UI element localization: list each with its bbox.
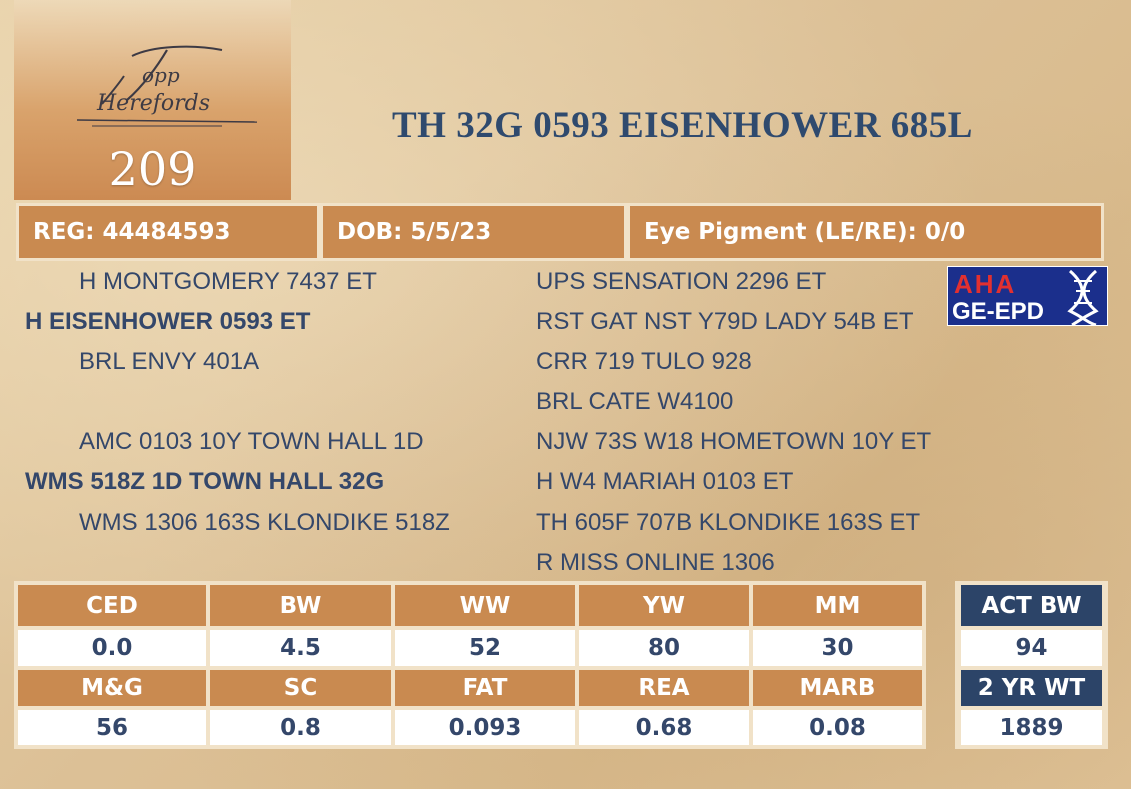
epd-value-fat: 0.093: [395, 710, 575, 745]
epd-header-mg: M&G: [18, 670, 206, 706]
topp-herefords-logo: opp Herefords: [76, 45, 258, 127]
dam-sire: AMC 0103 10Y TOWN HALL 1D: [79, 428, 424, 455]
epd-header-mm: MM: [753, 585, 922, 626]
act-bw-label: ACT BW: [961, 585, 1102, 626]
sire-sire: H MONTGOMERY 7437 ET: [79, 268, 377, 295]
two-yr-wt-value: 1889: [961, 710, 1102, 745]
epd-header-rea: REA: [579, 670, 749, 706]
pedigree-ancestor: BRL CATE W4100: [536, 388, 734, 415]
animal-name: TH 32G 0593 EISENHOWER 685L: [392, 105, 973, 146]
two-yr-wt-label: 2 YR WT: [961, 670, 1102, 706]
epd-header-marb: MARB: [753, 670, 922, 706]
pedigree-ancestor: UPS SENSATION 2296 ET: [536, 268, 827, 295]
sire: H EISENHOWER 0593 ET: [25, 308, 311, 335]
epd-header-ced: CED: [18, 585, 206, 626]
dam-dam: WMS 1306 163S KLONDIKE 518Z: [79, 509, 450, 536]
aha-ge-epd-graphic: AHA GE-EPD: [948, 267, 1107, 327]
pedigree-ancestor: RST GAT NST Y79D LADY 54B ET: [536, 308, 914, 335]
dam: WMS 518Z 1D TOWN HALL 32G: [25, 468, 385, 495]
svg-text:GE-EPD: GE-EPD: [952, 298, 1044, 325]
pedigree-ancestor: H W4 MARIAH 0103 ET: [536, 468, 794, 495]
eye-pigment: Eye Pigment (LE/RE): 0/0: [627, 203, 1104, 261]
sire-dam: BRL ENVY 401A: [79, 348, 260, 375]
epd-header-yw: YW: [579, 585, 749, 626]
svg-text:Herefords: Herefords: [96, 91, 210, 116]
lot-number: 209: [108, 142, 197, 196]
epd-value-sc: 0.8: [210, 710, 391, 745]
logo-block: opp Herefords 209: [14, 0, 291, 200]
epd-value-mm: 30: [753, 630, 922, 666]
registration-number: REG: 44484593: [16, 203, 320, 261]
aha-ge-epd-logo: AHA GE-EPD: [947, 266, 1108, 327]
epd-header-sc: SC: [210, 670, 391, 706]
pedigree-ancestor: NJW 73S W18 HOMETOWN 10Y ET: [536, 428, 932, 455]
epd-value-ced: 0.0: [18, 630, 206, 666]
epd-value-bw: 4.5: [210, 630, 391, 666]
pedigree-ancestor: TH 605F 707B KLONDIKE 163S ET: [536, 509, 921, 536]
pedigree-ancestor: CRR 719 TULO 928: [536, 348, 752, 375]
act-bw-value: 94: [961, 630, 1102, 666]
epd-header-ww: WW: [395, 585, 575, 626]
epd-value-mg: 56: [18, 710, 206, 745]
svg-text:opp: opp: [142, 63, 180, 87]
svg-text:AHA: AHA: [954, 269, 1016, 299]
pedigree-ancestor: R MISS ONLINE 1306: [536, 549, 775, 576]
epd-value-ww: 52: [395, 630, 575, 666]
epd-header-bw: BW: [210, 585, 391, 626]
epd-value-marb: 0.08: [753, 710, 922, 745]
epd-value-rea: 0.68: [579, 710, 749, 745]
epd-value-yw: 80: [579, 630, 749, 666]
epd-header-fat: FAT: [395, 670, 575, 706]
date-of-birth: DOB: 5/5/23: [320, 203, 627, 261]
